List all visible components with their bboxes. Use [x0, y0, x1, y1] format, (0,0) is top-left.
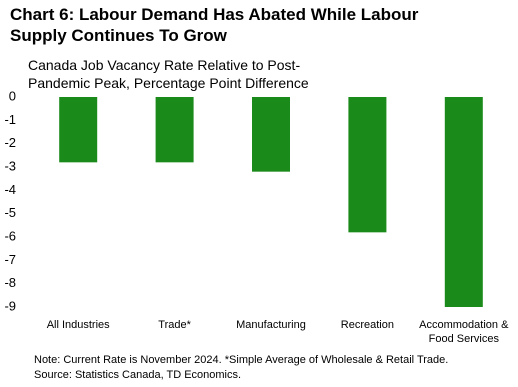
bar [444, 97, 483, 307]
y-tick-label: -7 [4, 252, 16, 267]
y-tick-label: -2 [4, 135, 16, 150]
bar [348, 97, 387, 233]
bar [59, 97, 98, 163]
x-tick-label: All Industries [46, 319, 110, 331]
y-tick-label: -5 [4, 205, 16, 220]
x-tick-label: Trade* [158, 319, 191, 331]
y-tick-label: -3 [4, 158, 16, 173]
y-tick-label: -4 [4, 182, 16, 197]
bar [155, 97, 194, 163]
note-line: Note: Current Rate is November 2024. *Si… [34, 354, 449, 366]
x-tick-label: Manufacturing [236, 319, 306, 331]
chart-subtitle: Canada Job Vacancy Rate Relative to Post… [28, 57, 309, 91]
footnotes: Note: Current Rate is November 2024. *Si… [34, 353, 448, 383]
y-tick-label: -6 [4, 228, 16, 243]
y-tick-label: -1 [4, 112, 16, 127]
y-tick-label: -9 [4, 298, 16, 313]
chart-title: Chart 6: Labour Demand Has Abated While … [10, 5, 419, 45]
bar [252, 97, 290, 172]
x-tick-label: Accommodation & Food Services [419, 319, 509, 345]
y-tick-label: -8 [4, 275, 16, 290]
note-line: Source: Statistics Canada, TD Economics. [34, 369, 242, 381]
x-tick-label: Recreation [340, 319, 394, 331]
y-tick-label: 0 [9, 88, 16, 103]
